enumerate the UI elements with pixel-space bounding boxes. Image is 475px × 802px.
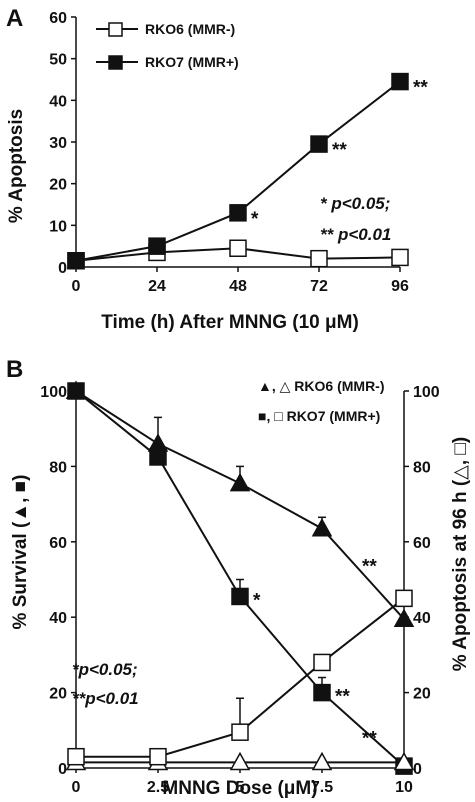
- panel-b-x-tick-label: 10: [395, 779, 413, 796]
- panel-a-point-rko6: [310, 249, 328, 268]
- panel-b-legend: ▲, △ RKO6 (MMR-) ■, □ RKO7 (MMR+): [258, 378, 385, 424]
- panel-b-right-y-axis-title: % Apoptosis at 96 h (△, □): [450, 437, 471, 671]
- panel-a-ticks: 0 10 20 30 40 50 60 0 24 48 72 96: [49, 10, 409, 295]
- panel-b-point-rko6-survival: [311, 518, 333, 537]
- panel-b-left-y-axis-title: % Survival (▲, ■): [10, 475, 31, 630]
- panel-b-right-y-tick-label: 40: [413, 610, 431, 627]
- panel-a-x-tick-label: 72: [310, 278, 328, 295]
- panel-b-point-rko7-survival: [149, 448, 167, 466]
- panel-a-pvalue-line-2: ** p<0.01: [320, 225, 391, 244]
- panel-b-point-rko7-survival: [67, 382, 85, 400]
- panel-b-legend-entry-rko7: ■, □ RKO7 (MMR+): [258, 408, 380, 424]
- panel-b-legend-entry-rko6: ▲, △ RKO6 (MMR-): [258, 378, 385, 394]
- panel-b-point-rko6-survival: [393, 608, 415, 628]
- panel-b-x-tick-label: 5: [236, 779, 245, 796]
- panel-a-y-tick-label: 40: [49, 93, 67, 110]
- panel-a-y-tick-label: 50: [49, 52, 67, 69]
- panel-b-x-axis-title: MNNG Dose (μM): [162, 778, 317, 799]
- panel-b-significance-mark: *: [253, 590, 261, 611]
- panel-b-significance-mark: **: [362, 728, 377, 749]
- panel-b-marks: *******: [65, 380, 415, 775]
- panel-b-pvalue-line-2: **p<0.01: [72, 689, 139, 708]
- panel-b-point-rko6-survival: [229, 472, 251, 492]
- panel-b-point-rko7-apoptosis: [395, 589, 413, 608]
- panel-a-x-tick-label: 48: [229, 278, 247, 295]
- panel-b-point-rko7-apoptosis: [313, 653, 331, 672]
- panel-a-point-rko7: [229, 204, 247, 222]
- panel-b-point-rko7-survival: [231, 587, 249, 606]
- panel-b-right-y-tick-label: 100: [413, 384, 440, 401]
- panel-a-label: A: [6, 5, 23, 32]
- panel-b-significance-mark: **: [335, 687, 350, 708]
- panel-a-y-axis-title: % Apoptosis: [6, 109, 27, 223]
- panel-b-left-y-tick-label: 100: [40, 384, 67, 401]
- panel-a-legend-marker-rko7: [108, 55, 123, 70]
- panel-a-x-tick-label: 96: [391, 278, 409, 295]
- panel-b-x-tick-label: 7.5: [311, 779, 333, 796]
- panel-b-label: B: [6, 356, 23, 383]
- panel-a-point-rko7: [391, 72, 409, 91]
- panel-a-x-tick-label: 24: [148, 278, 166, 295]
- panel-a-significance-mark: **: [413, 78, 428, 99]
- panel-b-x-tick-label: 2.5: [147, 779, 169, 796]
- panel-b: B % Survival (▲, ■) % Apoptosis at 96 h …: [6, 356, 471, 799]
- panel-a-point-rko6: [391, 248, 409, 267]
- panel-a-legend: RKO6 (MMR-) RKO7 (MMR+): [96, 21, 239, 70]
- panel-a-y-tick-label: 0: [58, 260, 67, 277]
- panel-b-point-rko6-apoptosis: [393, 751, 415, 771]
- panel-b-pvalue-line-1: *p<0.05;: [72, 660, 138, 679]
- panel-a-y-tick-label: 10: [49, 218, 67, 235]
- panel-b-left-y-tick-label: 20: [49, 686, 67, 703]
- panel-a: A % Apoptosis Time (h) After MNNG (10 μM…: [6, 5, 428, 333]
- panel-b-left-y-tick-label: 40: [49, 610, 67, 627]
- panel-a-point-rko7: [310, 135, 328, 153]
- panel-b-point-rko7-apoptosis: [231, 723, 249, 741]
- panel-a-point-rko6: [229, 239, 247, 257]
- panel-b-x-tick-label: 0: [72, 779, 81, 796]
- panel-b-point-rko6-apoptosis: [311, 751, 333, 771]
- panel-a-y-tick-label: 20: [49, 177, 67, 194]
- panel-b-right-y-tick-label: 80: [413, 459, 431, 476]
- panel-b-left-y-tick-label: 80: [49, 459, 67, 476]
- panel-b-right-y-tick-label: 20: [413, 686, 431, 703]
- panel-a-legend-label-rko6: RKO6 (MMR-): [145, 21, 235, 37]
- panel-b-point-rko7-apoptosis: [149, 747, 167, 766]
- panel-a-legend-marker-rko6: [108, 22, 123, 37]
- panel-a-pvalue-line-1: * p<0.05;: [320, 194, 390, 213]
- panel-b-left-y-tick-label: 60: [49, 535, 67, 552]
- panel-a-x-axis-title: Time (h) After MNNG (10 μM): [101, 312, 359, 333]
- panel-a-point-rko7: [67, 252, 85, 270]
- panel-b-right-y-tick-label: 0: [413, 761, 422, 778]
- panel-b-significance-mark: **: [362, 556, 377, 577]
- panel-b-point-rko6-apoptosis: [229, 751, 251, 771]
- panel-a-significance-mark: *: [251, 209, 259, 230]
- panel-a-significance-mark: **: [332, 140, 347, 161]
- panel-a-marks: *****: [67, 72, 428, 270]
- panel-a-y-tick-label: 60: [49, 10, 67, 27]
- panel-b-left-y-tick-label: 0: [58, 761, 67, 778]
- panel-a-point-rko7: [148, 237, 166, 255]
- panel-a-legend-label-rko7: RKO7 (MMR+): [145, 54, 239, 70]
- panel-b-point-rko7-survival: [313, 683, 331, 702]
- panel-b-right-y-tick-label: 60: [413, 535, 431, 552]
- panel-a-x-tick-label: 0: [72, 278, 81, 295]
- panel-b-point-rko7-apoptosis: [67, 747, 85, 766]
- panel-a-y-tick-label: 30: [49, 135, 67, 152]
